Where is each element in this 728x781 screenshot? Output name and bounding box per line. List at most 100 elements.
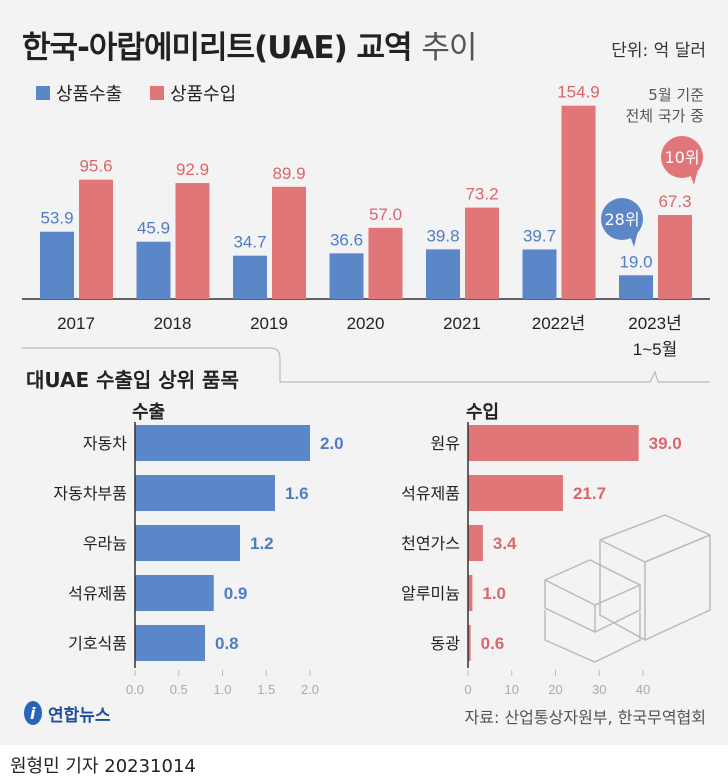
x-tick-label: 2.0 xyxy=(301,682,319,697)
category-label: 천연가스 xyxy=(401,534,460,553)
hbar xyxy=(468,425,639,461)
data-label: 19.0 xyxy=(619,252,652,271)
data-label: 45.9 xyxy=(137,219,170,238)
badge-pointer xyxy=(690,169,698,185)
hbar xyxy=(135,625,205,661)
panel-background xyxy=(0,0,728,745)
section-title: 대UAE 수출입 상위 품목 xyxy=(26,368,239,392)
legend-label: 상품수입 xyxy=(170,84,237,105)
x-tick-label: 0.5 xyxy=(170,682,188,697)
section-divider xyxy=(22,347,710,383)
hbar xyxy=(135,425,310,461)
hbar xyxy=(468,625,471,661)
data-label: 39.7 xyxy=(523,226,556,245)
data-label: 92.9 xyxy=(176,160,209,179)
data-label: 0.8 xyxy=(215,634,239,653)
badge-pointer xyxy=(630,231,638,247)
import-bar xyxy=(79,179,113,299)
data-label: 36.6 xyxy=(330,230,363,249)
x-tick-label: 0.0 xyxy=(126,682,144,697)
category-label: 석유제품 xyxy=(401,484,460,503)
rank-badge-text: 10위 xyxy=(664,148,699,167)
export-bar xyxy=(426,249,460,299)
x-tick-label: 2018 xyxy=(154,314,192,333)
x-tick-label: 10 xyxy=(505,682,519,697)
export-bar xyxy=(233,255,267,299)
x-tick-label: 2022년 xyxy=(532,314,585,333)
data-label: 39.8 xyxy=(426,226,459,245)
hbar xyxy=(135,525,240,561)
cargo-box-illustration xyxy=(544,514,711,663)
data-label: 89.9 xyxy=(272,164,305,183)
source: 자료: 산업통상자원부, 한국무역협회 xyxy=(464,708,706,727)
data-label: 0.6 xyxy=(481,634,505,653)
data-label: 67.3 xyxy=(658,192,691,211)
x-tick-label: 2023년 xyxy=(628,314,681,333)
data-label: 21.7 xyxy=(573,484,606,503)
data-label: 154.9 xyxy=(557,83,600,102)
rank-badge-text: 28위 xyxy=(604,210,639,229)
data-label: 95.6 xyxy=(79,157,112,176)
svg-text:i: i xyxy=(30,704,36,723)
data-label: 34.7 xyxy=(233,233,266,252)
x-tick-label: 40 xyxy=(636,682,650,697)
export-bar xyxy=(40,231,74,299)
import-panel-title: 수입 xyxy=(466,402,500,423)
legend-label: 상품수출 xyxy=(56,84,123,105)
hbar xyxy=(468,525,483,561)
import-bar xyxy=(272,186,306,299)
note-line: 전체 국가 중 xyxy=(625,107,704,125)
logo-text: 연합뉴스 xyxy=(48,705,111,726)
x-tick-label: 2017 xyxy=(57,314,95,333)
chart-canvas: 53.9 95.6 2017 45.9 92.9 2018 34.7 89.9 2019 36.6… xyxy=(22,83,711,697)
data-label: 73.2 xyxy=(465,185,498,204)
data-label: 1.0 xyxy=(482,584,506,603)
category-label: 석유제품 xyxy=(68,584,127,603)
category-label: 자동차부품 xyxy=(53,484,127,503)
export-bar xyxy=(329,253,364,299)
data-label: 39.0 xyxy=(649,434,682,453)
logo: i 연합뉴스 xyxy=(22,700,111,726)
logo-icon: i xyxy=(24,701,42,725)
x-tick-label: 2019 xyxy=(250,314,288,333)
category-label: 알루미늄 xyxy=(401,584,460,603)
data-label: 3.4 xyxy=(493,534,517,553)
data-label: 1.2 xyxy=(250,534,274,553)
category-label: 자동차 xyxy=(83,434,127,453)
import-bar xyxy=(658,215,692,299)
rank-badge xyxy=(601,198,643,240)
x-tick-label: 1.0 xyxy=(213,682,231,697)
legend-swatch-import xyxy=(150,86,164,100)
hbar xyxy=(135,475,275,511)
x-tick-label: 2021 xyxy=(443,314,481,333)
data-label: 2.0 xyxy=(320,434,344,453)
x-tick-label: 2020 xyxy=(347,314,385,333)
unit-label: 단위: 억 달러 xyxy=(611,41,706,61)
import-bar xyxy=(368,227,403,299)
legend-import: 상품수입 xyxy=(150,80,236,106)
category-label: 원유 xyxy=(431,434,460,453)
import-bar xyxy=(561,105,596,299)
note-line: 5월 기준 xyxy=(648,86,704,104)
x-tick-label: 0 xyxy=(464,682,471,697)
export-panel-title: 수출 xyxy=(132,402,166,423)
chart-title: 한국-아랍에미리트(UAE) 교역 추이 xyxy=(22,22,477,67)
legend-export: 상품수출 xyxy=(36,80,122,106)
import-bar xyxy=(175,183,210,299)
category-label: 우라늄 xyxy=(83,534,127,553)
data-label: 1.6 xyxy=(285,484,309,503)
rank-badge xyxy=(661,136,703,178)
category-label: 동광 xyxy=(431,634,461,653)
export-bar xyxy=(136,241,171,299)
hbar xyxy=(468,475,563,511)
title-light: 추이 xyxy=(421,30,477,66)
import-bar xyxy=(465,207,499,299)
x-tick-label: 30 xyxy=(592,682,606,697)
hbar xyxy=(468,575,473,611)
title-main: 한국-아랍에미리트(UAE) 교역 xyxy=(22,30,413,66)
x-tick-label: 20 xyxy=(548,682,562,697)
hbar xyxy=(135,575,214,611)
export-bar xyxy=(619,275,653,299)
